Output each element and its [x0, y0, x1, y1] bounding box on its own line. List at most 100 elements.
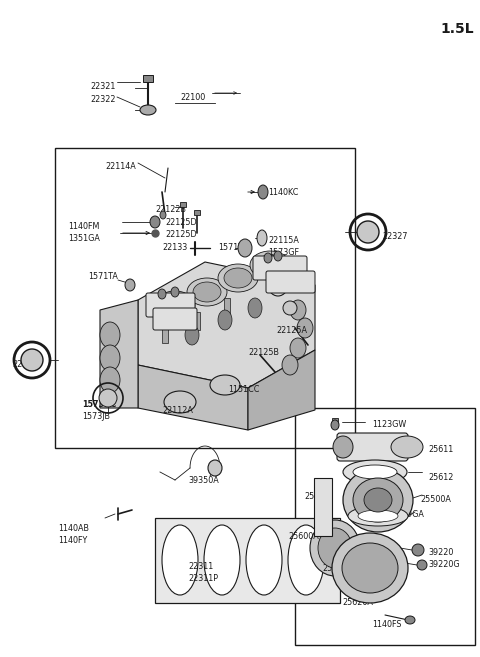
Ellipse shape: [288, 525, 324, 595]
Text: 25500A: 25500A: [420, 495, 451, 504]
Text: 22144: 22144: [12, 360, 37, 369]
Text: 22125B: 22125B: [248, 348, 279, 357]
Bar: [314, 478, 332, 536]
Ellipse shape: [161, 295, 189, 315]
Ellipse shape: [250, 251, 290, 279]
Text: 1140FS: 1140FS: [372, 620, 401, 629]
Ellipse shape: [210, 375, 240, 395]
Ellipse shape: [100, 367, 120, 393]
Ellipse shape: [391, 436, 423, 458]
Ellipse shape: [171, 287, 179, 297]
Ellipse shape: [158, 289, 166, 299]
Text: 22100: 22100: [180, 93, 205, 102]
Polygon shape: [100, 300, 138, 408]
Ellipse shape: [150, 216, 160, 228]
Text: 1351GA: 1351GA: [68, 234, 100, 243]
Bar: [295, 408, 475, 645]
Ellipse shape: [140, 105, 156, 115]
Ellipse shape: [283, 301, 297, 315]
Text: 22112A: 22112A: [162, 406, 193, 415]
Ellipse shape: [218, 310, 232, 330]
Text: 39220G: 39220G: [428, 560, 460, 569]
Text: 25612: 25612: [428, 473, 454, 482]
Ellipse shape: [353, 465, 397, 479]
Ellipse shape: [282, 355, 298, 375]
Ellipse shape: [258, 185, 268, 199]
Ellipse shape: [238, 239, 252, 257]
Text: 25614: 25614: [304, 492, 329, 501]
Bar: [55, 148, 355, 448]
Ellipse shape: [348, 506, 408, 526]
Text: 39350A: 39350A: [188, 476, 219, 485]
Text: 22114A: 22114A: [105, 162, 136, 171]
Ellipse shape: [290, 300, 306, 320]
Text: 22133: 22133: [162, 243, 187, 252]
Bar: [332, 418, 338, 427]
Bar: [143, 75, 153, 82]
Text: 25620A: 25620A: [342, 598, 373, 607]
Ellipse shape: [248, 298, 262, 318]
Text: 22327: 22327: [382, 232, 408, 241]
Text: 1140AB: 1140AB: [58, 524, 89, 533]
Ellipse shape: [185, 325, 199, 345]
Text: 25611: 25611: [428, 445, 453, 454]
Ellipse shape: [357, 221, 379, 243]
FancyBboxPatch shape: [337, 433, 408, 461]
Text: 1.5L: 1.5L: [440, 22, 474, 36]
Bar: [155, 518, 340, 603]
Text: 1123GW: 1123GW: [372, 420, 406, 429]
Text: 1571TB: 1571TB: [218, 243, 249, 252]
FancyBboxPatch shape: [266, 271, 315, 293]
Text: 22311P: 22311P: [188, 574, 218, 583]
Ellipse shape: [100, 345, 120, 371]
Ellipse shape: [155, 291, 195, 319]
Text: 1573CG: 1573CG: [282, 286, 314, 295]
Text: 1573JK: 1573JK: [282, 274, 310, 283]
Text: 22311: 22311: [188, 562, 213, 571]
Ellipse shape: [99, 389, 117, 407]
Bar: [194, 210, 200, 215]
Ellipse shape: [310, 520, 360, 576]
Ellipse shape: [160, 211, 166, 219]
Ellipse shape: [290, 338, 306, 358]
Ellipse shape: [257, 230, 267, 246]
Bar: [194, 312, 200, 330]
Bar: [224, 298, 230, 316]
Ellipse shape: [358, 510, 398, 522]
Ellipse shape: [246, 525, 282, 595]
Text: 22115A: 22115A: [268, 236, 299, 245]
Text: 25600A: 25600A: [288, 532, 319, 541]
Ellipse shape: [274, 251, 282, 261]
Ellipse shape: [331, 420, 339, 430]
Text: 22125D: 22125D: [165, 218, 197, 227]
Ellipse shape: [208, 460, 222, 476]
Ellipse shape: [187, 278, 227, 306]
Text: 22122B: 22122B: [155, 205, 186, 214]
FancyBboxPatch shape: [153, 308, 197, 330]
Ellipse shape: [256, 255, 284, 275]
Polygon shape: [248, 350, 315, 430]
Ellipse shape: [164, 391, 196, 413]
Ellipse shape: [353, 478, 403, 522]
Ellipse shape: [332, 533, 408, 603]
Ellipse shape: [364, 488, 392, 512]
Ellipse shape: [125, 279, 135, 291]
Bar: [162, 325, 168, 343]
Ellipse shape: [342, 543, 398, 593]
Text: 39220: 39220: [428, 548, 454, 557]
Ellipse shape: [417, 560, 427, 570]
Ellipse shape: [162, 525, 198, 595]
Polygon shape: [138, 365, 248, 430]
Ellipse shape: [218, 264, 258, 292]
Ellipse shape: [204, 525, 240, 595]
Text: 22125A: 22125A: [276, 326, 307, 335]
Ellipse shape: [100, 322, 120, 348]
Ellipse shape: [264, 253, 272, 263]
Ellipse shape: [333, 436, 353, 458]
Text: 22322: 22322: [90, 95, 116, 104]
Text: 1140KC: 1140KC: [268, 188, 299, 197]
Ellipse shape: [193, 282, 221, 302]
Ellipse shape: [224, 268, 252, 288]
Polygon shape: [138, 262, 315, 388]
Text: 1339GA: 1339GA: [392, 510, 424, 519]
